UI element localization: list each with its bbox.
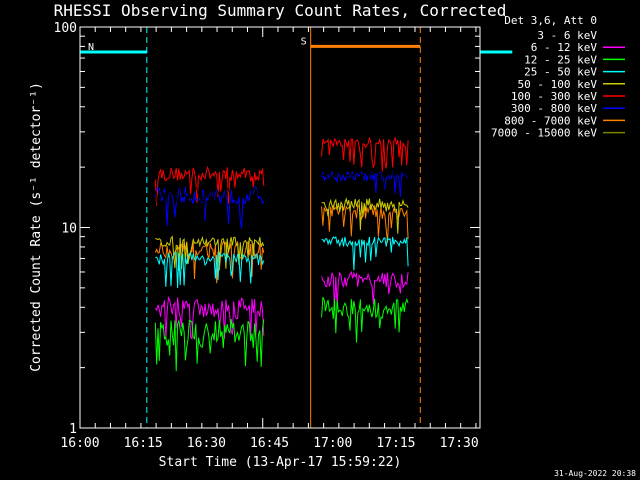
x-tick-label: 16:00: [60, 436, 99, 451]
y-tick-label: 10: [61, 222, 77, 237]
interval-layer: NS: [79, 27, 513, 428]
series-line-25_50keV: [155, 236, 409, 289]
axis-layer: 1 10 100 16:00 16:15 16:30 16:45 17:00 17:15 17:3…: [54, 21, 480, 451]
series-line-3_6keV: [154, 170, 409, 220]
x-tick-label: 17:30: [440, 436, 479, 451]
legend-item-label: 12 - 25 keV: [524, 53, 597, 66]
series-line-12_25keV: [154, 297, 409, 372]
x-tick-label: 16:45: [250, 436, 289, 451]
x-tick-label: 16:30: [187, 436, 226, 451]
legend-item-label: 100 - 300 keV: [511, 90, 597, 103]
footer-timestamp: 31-Aug-2022 20:38: [554, 469, 636, 478]
legend-item-label: 6 - 12 keV: [531, 41, 598, 54]
series-line-100_300keV: [154, 136, 409, 207]
data-layer: [154, 136, 409, 372]
x-tick-label: 17:15: [376, 436, 415, 451]
legend-item-label: 3 - 6 keV: [537, 29, 597, 42]
legend-item-label: 7000 - 15000 keV: [491, 127, 597, 140]
y-axis-label: Corrected Count Rate (s⁻¹ detector⁻¹): [29, 82, 44, 372]
series-line-50_100keV: [155, 196, 409, 271]
chart-title: RHESSI Observing Summary Count Rates, Co…: [54, 1, 507, 20]
legend-item-label: 50 - 100 keV: [518, 78, 598, 91]
x-tick-label: 17:00: [313, 436, 352, 451]
x-tick-label: 16:15: [124, 436, 163, 451]
x-axis-label: Start Time (13-Apr-17 15:59:22): [159, 455, 402, 470]
legend-item-label: 25 - 50 keV: [524, 66, 597, 79]
interval-label-N: N: [88, 42, 94, 53]
series-line-800_7000keV: [154, 204, 409, 284]
legend-title: Det 3,6, Att 0: [504, 14, 597, 27]
legend-item-label: 300 - 800 keV: [511, 102, 597, 115]
y-tick-label: 100: [54, 21, 77, 36]
legend-item-label: 800 - 7000 keV: [504, 114, 597, 127]
interval-label-S: S: [301, 36, 307, 47]
series-line-6_12keV: [154, 270, 409, 341]
y-tick-label: 1: [69, 422, 77, 437]
